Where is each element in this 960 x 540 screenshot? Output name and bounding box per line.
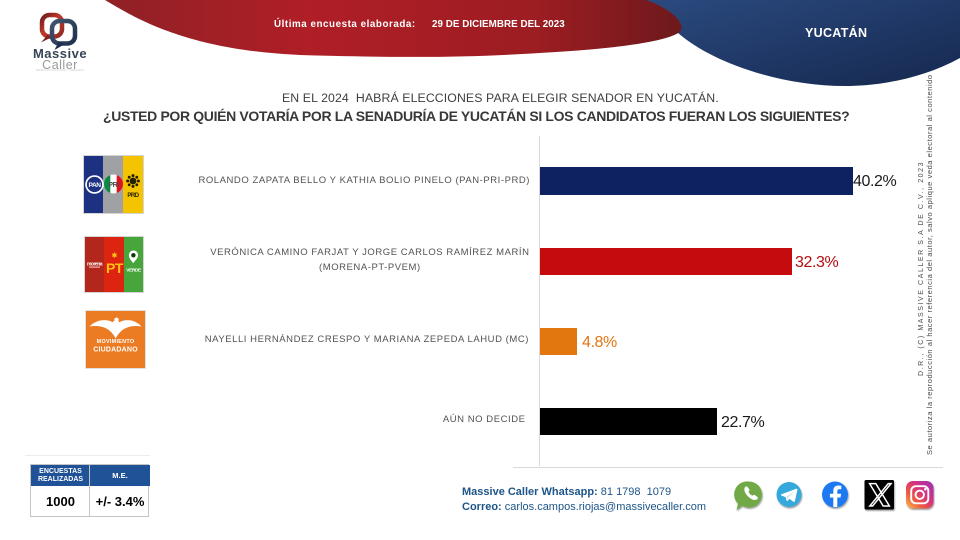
svg-text:VERDE: VERDE <box>126 268 142 274</box>
svg-text:PRI: PRI <box>108 182 119 189</box>
svg-text:MOVIMIENTO: MOVIMIENTO <box>97 339 135 345</box>
svg-text:PRD: PRD <box>127 193 139 199</box>
svg-text:CIUDADANO: CIUDADANO <box>93 347 138 354</box>
svg-text:PT: PT <box>106 260 124 276</box>
svg-text:✱: ✱ <box>112 252 118 260</box>
svg-text:PAN: PAN <box>89 182 102 189</box>
svg-text:morena: morena <box>87 262 103 268</box>
